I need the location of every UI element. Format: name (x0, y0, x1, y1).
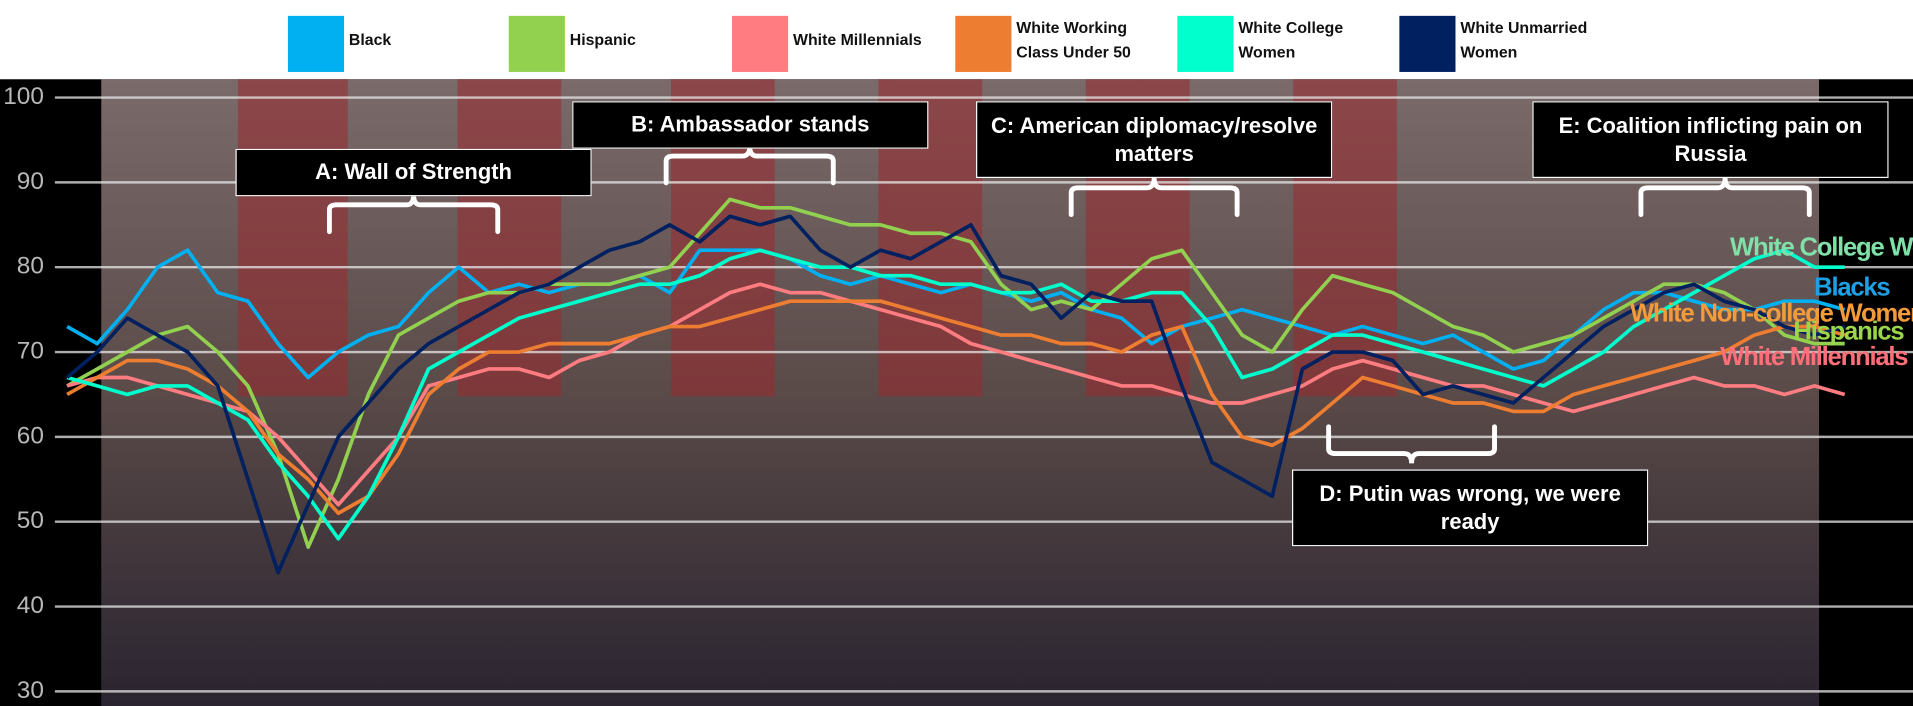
line-label: Hispanics (1793, 318, 1904, 346)
legend-label-box: White Working Class Under 50 (1016, 18, 1131, 61)
annotation: B: Ambassador stands (572, 101, 929, 149)
line-label: Blacks (1814, 274, 1890, 302)
annotation-box: C: American diplomacy/resolve matters (976, 101, 1333, 179)
y-tick-label: 70 (17, 337, 44, 364)
legend-swatch (955, 15, 1012, 72)
legend-swatch (1177, 15, 1234, 72)
y-tick-label: 60 (17, 422, 44, 449)
series-line (66, 248, 1846, 380)
legend-label-box: White Millennials (793, 30, 922, 49)
legend-label-box: White Unmarried Women (1460, 18, 1588, 61)
annotation: A: Wall of Strength (235, 148, 592, 197)
y-tick-label: 100 (3, 83, 44, 110)
series-line (65, 214, 1846, 575)
legend-swatch (508, 15, 565, 72)
y-tick-label: 30 (17, 677, 44, 704)
line-label: White Non-college Women (1630, 299, 1913, 327)
series-line (66, 248, 1845, 541)
annotation-box: B: Ambassador stands (572, 101, 929, 149)
series-line (66, 299, 1846, 516)
annotation-box: A: Wall of Strength (235, 148, 592, 197)
legend-swatch (287, 15, 345, 72)
flag-stripes (237, 79, 1397, 397)
y-tick-label: 40 (17, 592, 44, 619)
line-label: White College Women (1730, 234, 1913, 262)
line-label: White Millennials (1720, 343, 1908, 371)
annotation: D: Putin was wrong, we were ready (1292, 469, 1649, 547)
legend-label-box: White College Women (1238, 18, 1344, 61)
legend-label: White College Women (1238, 18, 1344, 61)
legend-swatch (1399, 15, 1456, 72)
y-tick-label: 80 (17, 253, 44, 280)
series-line (66, 282, 1846, 507)
legend-swatch (732, 15, 789, 72)
annotation-bracket (1326, 424, 1497, 464)
legend-label: White Unmarried Women (1460, 18, 1588, 61)
legend-label: White Millennials (793, 30, 922, 49)
legend-label-box: Hispanic (569, 30, 636, 49)
legend-label-box: Black (348, 30, 392, 49)
annotation-box: D: Putin was wrong, we were ready (1292, 469, 1649, 547)
legend-label: White Working Class Under 50 (1016, 18, 1131, 61)
y-tick-label: 50 (17, 507, 44, 534)
annotation-box: E: Coalition inflicting pain on Russia (1532, 101, 1889, 179)
legend-label: Black (348, 30, 392, 49)
y-tick-label: 90 (17, 168, 44, 195)
legend-label: Hispanic (569, 30, 636, 49)
annotation: E: Coalition inflicting pain on Russia (1532, 101, 1889, 179)
annotation: C: American diplomacy/resolve matters (976, 101, 1333, 179)
